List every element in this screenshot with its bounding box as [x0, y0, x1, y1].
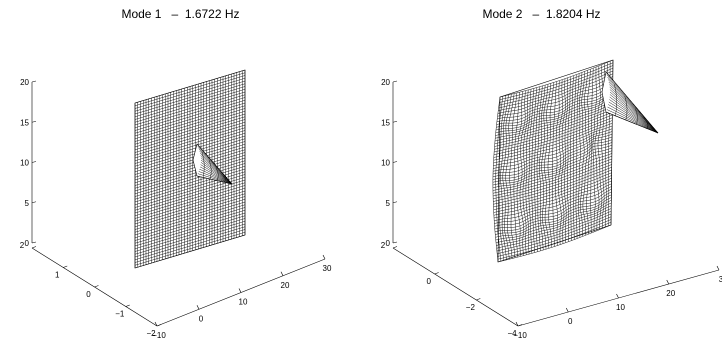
z-tick-label: 0 — [386, 239, 391, 248]
z-tick — [32, 242, 36, 243]
x-tick — [566, 308, 568, 312]
spike-lines — [606, 72, 658, 133]
x-tick — [197, 305, 199, 309]
x-tick-label: 10 — [616, 303, 625, 312]
y-tick-label: 1 — [55, 271, 60, 280]
x-tick-label: 30 — [323, 264, 332, 273]
z-tick-label: 10 — [381, 159, 390, 168]
x-tick-label: 20 — [281, 281, 290, 290]
mode-1-plot: Mode 1 – 1.6722 Hz 0 5 10 15 20 2 1 0 −1 −2 −10 0 10… — [0, 0, 361, 338]
z-tick — [393, 162, 397, 163]
y-tick — [476, 299, 480, 301]
z-tick-label: 5 — [25, 199, 30, 208]
z-tick — [393, 242, 397, 243]
y-tick-label: 2 — [20, 241, 25, 250]
z-tick-label: 10 — [20, 159, 29, 168]
plate-mesh — [135, 70, 245, 268]
x-tick-label: 0 — [199, 314, 204, 323]
x-tick — [667, 280, 669, 284]
x-tick — [717, 266, 719, 270]
z-tick — [393, 121, 397, 122]
z-tick-label: 15 — [20, 118, 29, 127]
z-tick — [32, 202, 36, 203]
z-tick — [393, 202, 397, 203]
plate-mesh — [493, 60, 613, 262]
z-tick — [32, 162, 36, 163]
x-tick — [281, 272, 283, 276]
x-tick-label: 20 — [666, 289, 675, 298]
x-tick — [239, 289, 241, 293]
y-tick-label: 2 — [381, 241, 386, 250]
y-tick — [32, 247, 36, 249]
y-tick — [63, 266, 67, 268]
z-tick-label: 20 — [20, 78, 29, 87]
x-tick — [323, 255, 325, 259]
z-tick — [32, 81, 36, 82]
y-tick — [126, 305, 130, 307]
y-tick — [95, 286, 99, 288]
z-tick-label: 20 — [381, 78, 390, 87]
x-tick-label: 0 — [568, 317, 573, 326]
x-tick-label: −10 — [152, 331, 166, 338]
x-tick-label: −10 — [513, 331, 527, 338]
z-tick-label: 15 — [381, 118, 390, 127]
y-tick — [435, 273, 439, 275]
z-tick-label: 5 — [386, 199, 391, 208]
z-tick-label: 0 — [25, 239, 30, 248]
y-tick — [393, 247, 397, 249]
y-tick-label: −1 — [115, 310, 125, 319]
y-tick-label: 0 — [426, 277, 431, 286]
y-tick-label: −2 — [466, 303, 476, 312]
y-tick-label: 0 — [86, 290, 91, 299]
z-tick — [393, 81, 397, 82]
mode-2-plot: Mode 2 – 1.8204 Hz 0 5 10 15 20 2 0 −2 −4 −10 0 10 2… — [361, 0, 722, 338]
x-tick-label: 10 — [239, 298, 248, 307]
z-tick — [32, 121, 36, 122]
x-tick — [617, 294, 619, 298]
